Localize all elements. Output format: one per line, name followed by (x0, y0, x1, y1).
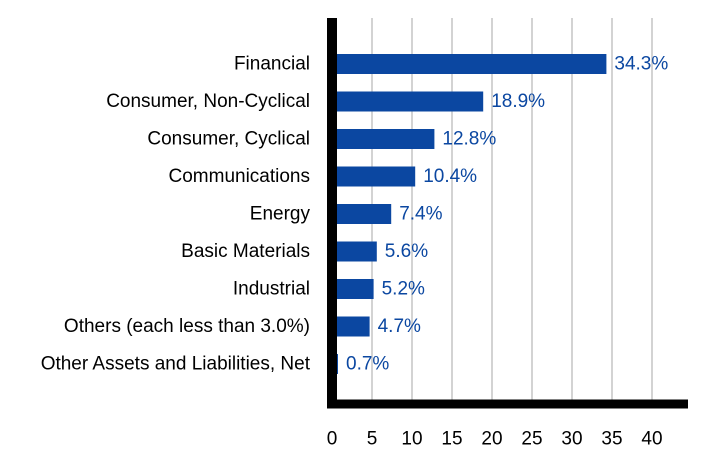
value-label: 5.6% (385, 241, 428, 262)
category-label: Industrial (233, 279, 310, 300)
value-labels: 34.3% 18.9% 12.8% 10.4% 7.4% 5.6% 5.2% 4.7% 0.7% (346, 54, 668, 375)
x-tick-label: 40 (641, 429, 662, 450)
bars (337, 54, 607, 374)
category-label: Others (each less than 3.0%) (64, 316, 310, 337)
x-tick-label: 30 (561, 429, 582, 450)
x-tick-label: 0 (327, 429, 338, 450)
bar (337, 204, 392, 224)
value-label: 34.3% (614, 54, 668, 75)
category-label: Financial (234, 54, 310, 75)
value-label: 7.4% (399, 204, 442, 225)
category-label: Other Assets and Liabilities, Net (41, 354, 311, 375)
bar (337, 166, 416, 187)
x-tick-label: 25 (521, 429, 542, 450)
category-label: Consumer, Cyclical (147, 129, 310, 150)
bar (337, 279, 374, 299)
value-label: 5.2% (382, 279, 425, 300)
bar (337, 91, 484, 112)
x-tick-label: 5 (367, 429, 378, 450)
bar (337, 129, 435, 149)
value-label: 4.7% (378, 316, 421, 337)
value-label: 12.8% (442, 129, 496, 150)
x-tick-label: 20 (481, 429, 502, 450)
x-tick-label: 35 (601, 429, 622, 450)
category-label: Basic Materials (181, 241, 310, 262)
bar (337, 54, 607, 74)
bar (337, 241, 377, 262)
category-label: Communications (169, 166, 311, 187)
axes (327, 18, 688, 409)
value-label: 18.9% (491, 91, 545, 112)
x-tick-labels: 0 5 10 15 20 25 30 35 40 (327, 429, 663, 450)
bar (337, 354, 338, 374)
bar (337, 316, 370, 337)
category-labels: Financial Consumer, Non-Cyclical Consumer,… (41, 54, 311, 375)
category-label: Energy (250, 204, 311, 225)
x-tick-label: 15 (441, 429, 462, 450)
category-label: Consumer, Non-Cyclical (106, 91, 310, 112)
x-tick-label: 10 (401, 429, 422, 450)
value-label: 10.4% (423, 166, 477, 187)
value-label: 0.7% (346, 354, 389, 375)
gridlines (371, 18, 653, 404)
